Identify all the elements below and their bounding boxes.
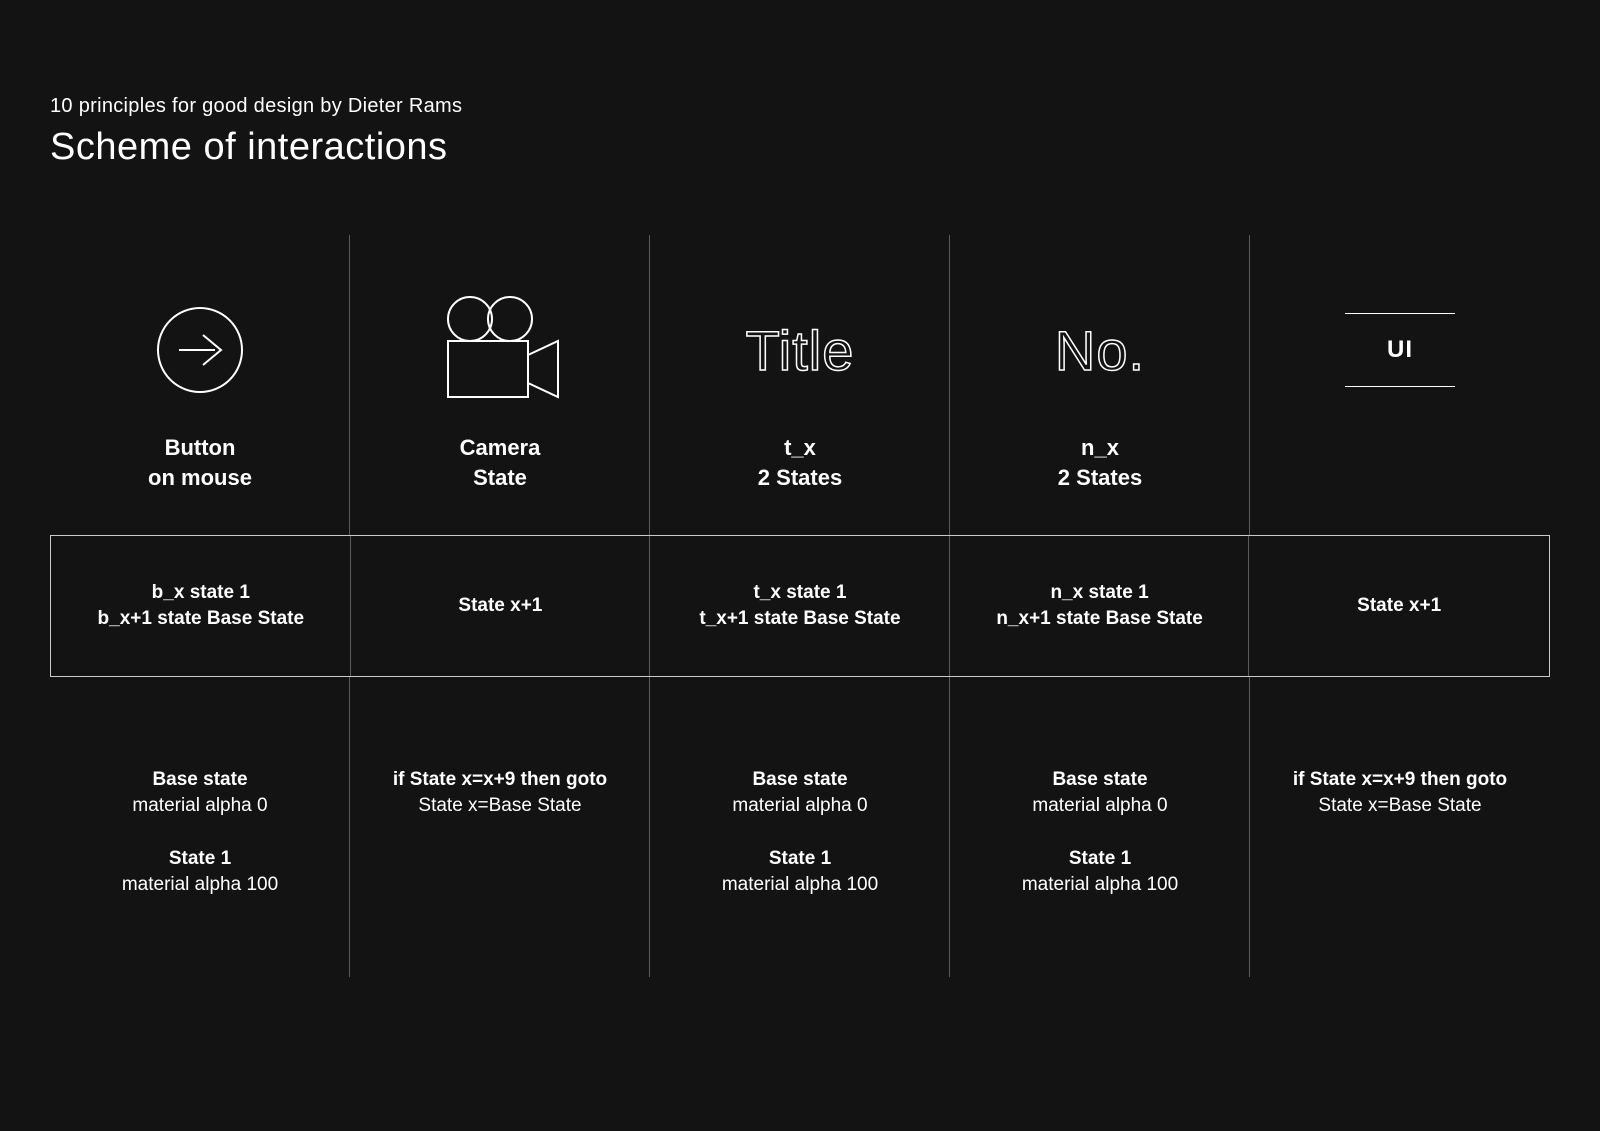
no-text-icon: No. (1055, 285, 1145, 415)
details-button: Base state material alpha 0 State 1 mate… (50, 677, 350, 977)
state-camera: State x+1 (351, 536, 651, 676)
header: 10 principles for good design by Dieter … (50, 95, 462, 169)
details-title: Base state material alpha 0 State 1 mate… (650, 677, 950, 977)
row-headings: Button on mouse Camera State Title (50, 235, 1550, 535)
state-no: n_x state 1 n_x+1 state Base State (950, 536, 1250, 676)
col-ui: UI (1250, 235, 1550, 535)
state-button: b_x state 1 b_x+1 state Base State (51, 536, 351, 676)
col-camera-label: Camera State (460, 433, 541, 492)
page-title: Scheme of interactions (50, 126, 462, 169)
col-camera: Camera State (350, 235, 650, 535)
col-title-label: t_x 2 States (758, 433, 842, 492)
ui-box-icon: UI (1345, 285, 1455, 415)
camera-icon (430, 285, 570, 415)
details-camera: if State x=x+9 then goto State x=Base St… (350, 677, 650, 977)
col-button-label: Button on mouse (148, 433, 252, 492)
arrow-circle-icon (155, 285, 245, 415)
col-title: Title t_x 2 States (650, 235, 950, 535)
state-title: t_x state 1 t_x+1 state Base State (650, 536, 950, 676)
interaction-table: Button on mouse Camera State Title (50, 235, 1550, 977)
details-no: Base state material alpha 0 State 1 mate… (950, 677, 1250, 977)
col-button: Button on mouse (50, 235, 350, 535)
col-no-label: n_x 2 States (1058, 433, 1142, 492)
row-details: Base state material alpha 0 State 1 mate… (50, 677, 1550, 977)
col-no: No. n_x 2 States (950, 235, 1250, 535)
title-text-icon: Title (746, 285, 855, 415)
page-subtitle: 10 principles for good design by Dieter … (50, 95, 462, 118)
row-states: b_x state 1 b_x+1 state Base State State… (50, 535, 1550, 677)
state-ui: State x+1 (1249, 536, 1549, 676)
details-ui: if State x=x+9 then goto State x=Base St… (1250, 677, 1550, 977)
